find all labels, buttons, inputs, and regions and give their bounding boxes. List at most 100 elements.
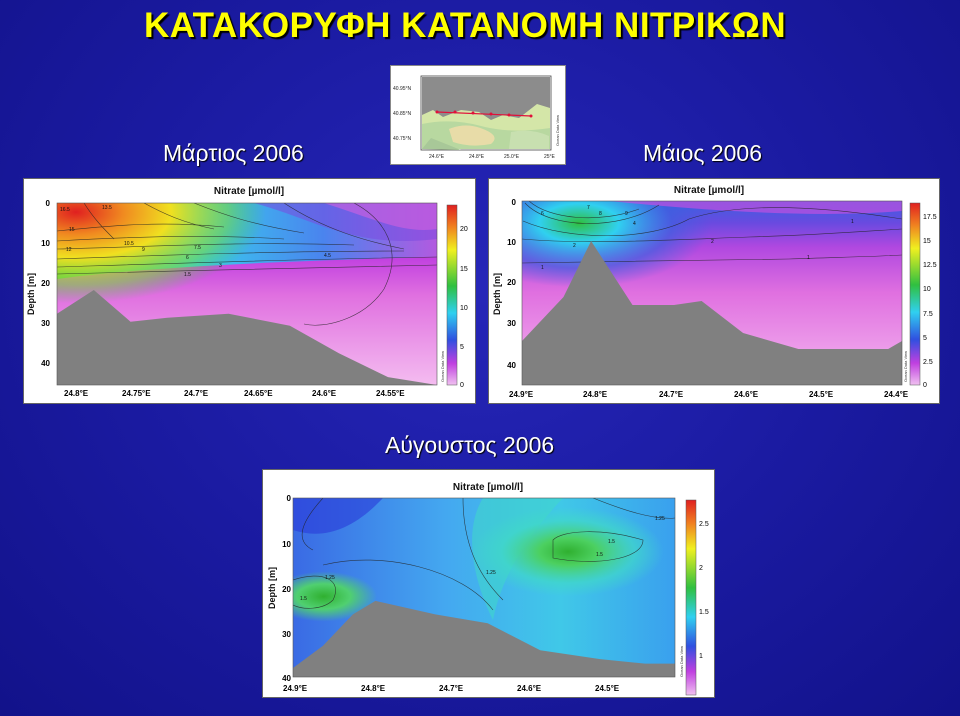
x-tick-label: 24.7°E — [439, 684, 464, 693]
y-tick-label: 0 — [512, 198, 517, 207]
contour-label: 9 — [142, 247, 145, 253]
colorbar-tick: 1 — [699, 653, 703, 660]
contour-label: 7.5 — [194, 245, 201, 251]
caption-may: Μάιος 2006 — [643, 140, 762, 166]
inset-lon-label: 25°E — [544, 154, 556, 160]
contour-label: 2 — [711, 239, 714, 245]
x-tick-label: 24.9°E — [509, 390, 534, 399]
y-tick-label: 30 — [41, 319, 50, 328]
colorbar-tick: 5 — [923, 335, 927, 342]
contour-label: 1.5 — [300, 596, 307, 602]
contour-label: 16.5 — [60, 207, 70, 213]
caption-august: Αύγουστος 2006 — [385, 432, 555, 458]
y-tick-label: 30 — [507, 319, 516, 328]
contour-label: 6 — [186, 255, 189, 261]
y-tick-label: 10 — [282, 540, 291, 549]
colorbar-tick: 12.5 — [923, 262, 937, 269]
chart-march: Nitrate [µmol/l] Depth [m] 1 — [26, 186, 468, 398]
x-tick-label: 24.9°E — [283, 684, 308, 693]
station-line — [435, 110, 533, 118]
x-tick-label: 24.5°E — [595, 684, 620, 693]
colorbar-tick: 0 — [923, 382, 927, 389]
contour-label: 4.5 — [324, 253, 331, 259]
x-axis: 24.9°E 24.8°E 24.7°E 24.6°E 24.5°E 24.4°… — [509, 390, 909, 399]
contour-label: 12 — [66, 247, 72, 253]
inset-side-label: Ocean Data View — [555, 115, 560, 146]
colorbar-label: Ocean Data View — [903, 351, 908, 382]
heatmap-field: 7 8 9 6 4 2 2 1 1 1 — [522, 201, 902, 385]
caption-march: Μάρτιος 2006 — [163, 140, 304, 166]
y-axis-label: Depth [m] — [26, 273, 36, 315]
contour-label: 1.5 — [596, 552, 603, 558]
contour-label: 1 — [541, 265, 544, 271]
colorbar-tick: 15 — [460, 266, 468, 273]
colorbar-tick: 2.5 — [923, 359, 933, 366]
inset-lat-label: 40.75°N — [393, 136, 412, 142]
y-tick-label: 10 — [507, 238, 516, 247]
chart-title: Nitrate [µmol/l] — [674, 185, 744, 196]
contour-label: 1.25 — [486, 570, 496, 576]
contour-label: 1.25 — [655, 516, 665, 522]
x-tick-label: 24.55°E — [376, 389, 405, 398]
contour-label: 13.5 — [102, 205, 112, 211]
slide-title: ΚΑΤΑΚΟΡΥΦΗ ΚΑΤΑΝΟΜΗ ΝΙΤΡΙΚΩΝ — [144, 6, 787, 45]
inset-lon-label: 24.6°E — [429, 154, 445, 160]
chart-title: Nitrate [µmol/l] — [214, 186, 284, 197]
y-axis-label: Depth [m] — [492, 273, 502, 315]
chart-panel-march: Nitrate [µmol/l] Depth [m] 1 — [23, 178, 476, 404]
y-tick-label: 0 — [287, 494, 292, 503]
x-tick-label: 24.65°E — [244, 389, 273, 398]
y-tick-label: 20 — [507, 278, 516, 287]
contour-label: 1 — [851, 219, 854, 225]
x-tick-label: 24.4°E — [884, 390, 909, 399]
contour-label: 2 — [573, 243, 576, 249]
colorbar-tick: 0 — [460, 382, 464, 389]
contour-label: 8 — [599, 211, 602, 217]
inset-lat-label: 40.85°N — [393, 111, 412, 117]
y-tick-label: 20 — [41, 279, 50, 288]
colorbar-tick: 10 — [460, 305, 468, 312]
y-tick-label: 40 — [282, 674, 291, 683]
inset-map-graphic: 40.95°N 40.85°N 40.75°N 24.6°E 24.8°E 25… — [393, 75, 560, 160]
contour-label: 7 — [587, 205, 590, 211]
x-axis: 24.9°E 24.8°E 24.7°E 24.6°E 24.5°E — [283, 684, 620, 693]
contour-label: 4 — [633, 221, 636, 227]
contour-label: 1 — [807, 255, 810, 261]
heatmap-field: 1.25 1.5 1.5 1.25 1.25 1.5 — [293, 498, 675, 677]
y-tick-label: 40 — [41, 359, 50, 368]
contour-label: 10.5 — [124, 241, 134, 247]
colorbar-tick: 17.5 — [923, 214, 937, 221]
colorbar-tick: 10 — [923, 286, 931, 293]
colorbar-tick: 2 — [699, 565, 703, 572]
colorbar-tick: 7.5 — [923, 311, 933, 318]
contour-label: 1.25 — [325, 575, 335, 581]
inset-lon-label: 25.0°E — [504, 154, 520, 160]
chart-may: Nitrate [µmol/l] Depth [m] 7 8 9 6 4 2 2 — [492, 185, 937, 399]
chart-august: Nitrate [µmol/l] Depth [m] 1.25 1.5 1.5 … — [267, 482, 709, 696]
chart-title: Nitrate [µmol/l] — [453, 482, 523, 493]
y-tick-label: 10 — [41, 239, 50, 248]
x-tick-label: 24.5°E — [809, 390, 834, 399]
contour-label: 9 — [625, 211, 628, 217]
x-tick-label: 24.8°E — [64, 389, 89, 398]
x-tick-label: 24.8°E — [583, 390, 608, 399]
seabed — [522, 241, 902, 385]
y-axis: 0 10 20 30 40 — [41, 199, 50, 368]
x-tick-label: 24.7°E — [659, 390, 684, 399]
x-tick-label: 24.8°E — [361, 684, 386, 693]
contour-label: 1.5 — [184, 272, 191, 278]
inset-map: 40.95°N 40.85°N 40.75°N 24.6°E 24.8°E 25… — [390, 65, 566, 165]
inset-lat-label: 40.95°N — [393, 86, 412, 92]
colorbar: 2.5 2 1.5 1 Ocean Data View — [679, 499, 709, 696]
seabed — [57, 290, 437, 385]
contour-label: 15 — [69, 227, 75, 233]
colorbar-tick: 20 — [460, 226, 468, 233]
colorbar-tick: 5 — [460, 344, 464, 351]
x-tick-label: 24.6°E — [312, 389, 337, 398]
x-tick-label: 24.75°E — [122, 389, 151, 398]
chart-panel-august: Nitrate [µmol/l] Depth [m] 1.25 1.5 1.5 … — [262, 469, 715, 698]
seabed — [293, 600, 675, 677]
contour-label: 1.5 — [608, 539, 615, 545]
y-tick-label: 40 — [507, 361, 516, 370]
y-tick-label: 0 — [46, 199, 51, 208]
